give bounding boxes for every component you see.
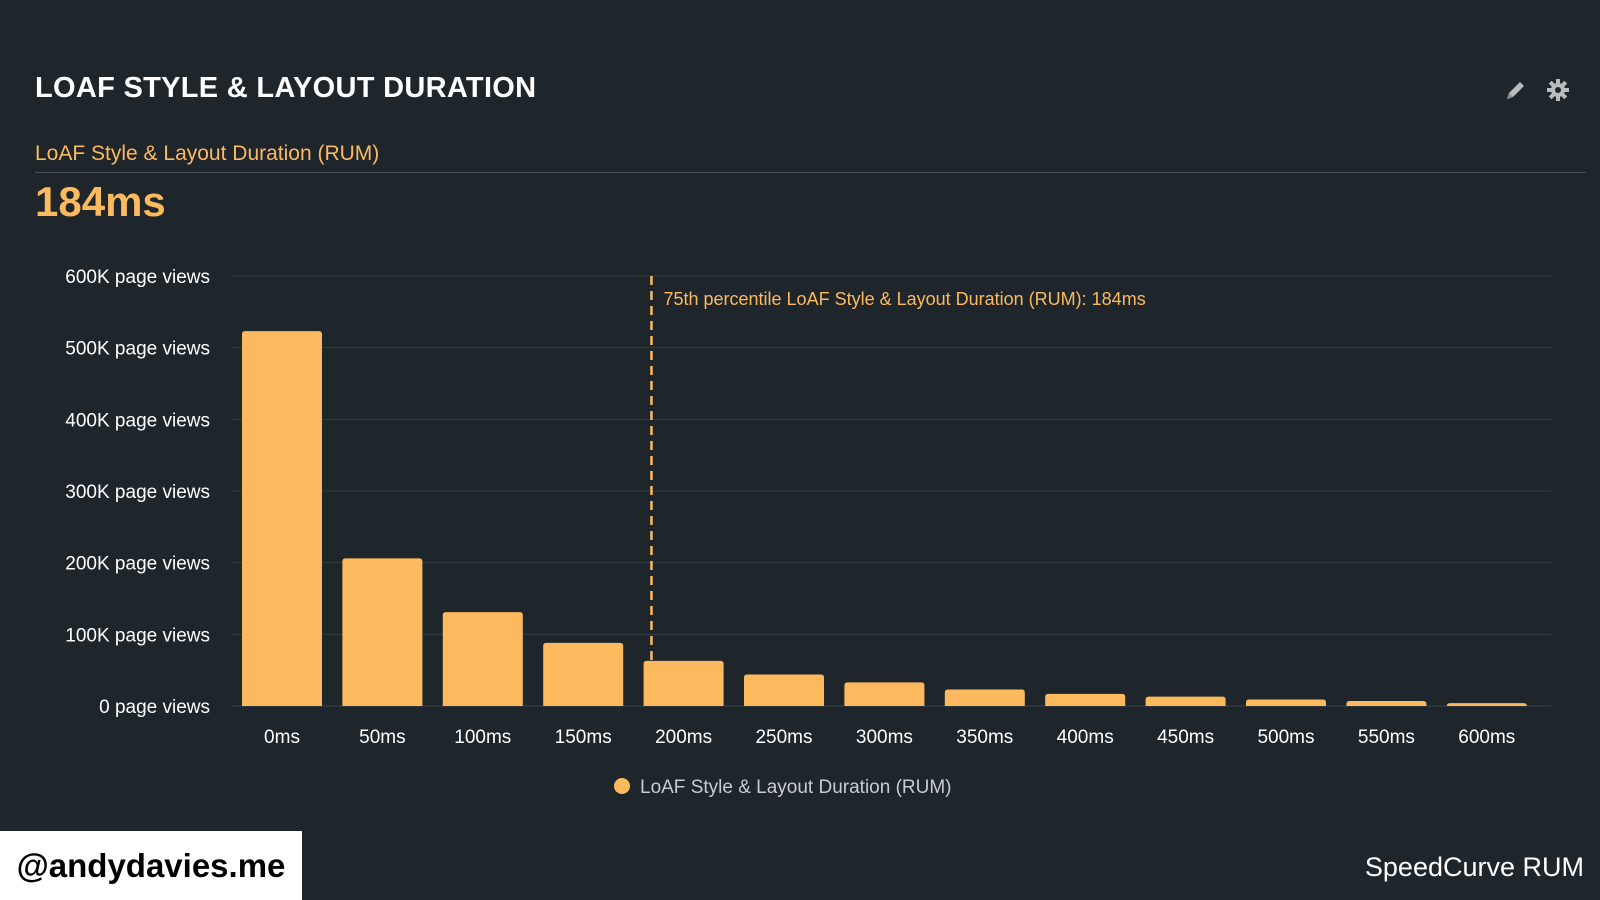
bar — [844, 682, 925, 706]
bar — [1246, 699, 1326, 706]
y-tick-label: 0 page views — [99, 697, 210, 718]
y-tick-label: 600K page views — [65, 267, 210, 288]
percentile-annotation: 75th percentile LoAF Style & Layout Dura… — [663, 289, 1145, 309]
y-tick-label: 400K page views — [65, 410, 210, 431]
bar — [242, 331, 322, 706]
y-tick-label: 100K page views — [65, 625, 210, 646]
x-tick-label: 250ms — [755, 727, 812, 748]
x-tick-label: 550ms — [1358, 727, 1415, 748]
y-tick-label: 500K page views — [65, 339, 210, 360]
x-tick-label: 100ms — [454, 727, 511, 748]
metric-label: LoAF Style & Layout Duration (RUM) — [35, 142, 380, 165]
metric-value: 184ms — [35, 178, 166, 225]
legend-marker — [614, 778, 630, 794]
bar — [342, 558, 423, 706]
x-tick-label: 50ms — [359, 727, 405, 748]
x-tick-label: 300ms — [856, 727, 913, 748]
pencil-icon[interactable] — [1504, 78, 1528, 107]
bar — [1145, 696, 1226, 706]
brand-label: SpeedCurve RUM — [1364, 852, 1584, 882]
bar — [442, 612, 523, 706]
x-tick-label: 200ms — [655, 727, 712, 748]
gear-icon[interactable] — [1546, 78, 1570, 107]
x-tick-label: 150ms — [555, 727, 612, 748]
y-tick-label: 200K page views — [65, 554, 210, 575]
author-handle: @andydavies.me — [0, 831, 302, 900]
divider — [35, 172, 1586, 173]
x-tick-label: 350ms — [956, 727, 1013, 748]
legend-label: LoAF Style & Layout Duration (RUM) — [640, 777, 952, 798]
bar — [744, 674, 824, 706]
y-tick-label: 300K page views — [65, 482, 210, 503]
bar — [944, 689, 1025, 706]
bar — [1446, 703, 1527, 707]
x-tick-label: 600ms — [1458, 727, 1515, 748]
x-tick-label: 450ms — [1157, 727, 1214, 748]
x-tick-label: 0ms — [264, 727, 300, 748]
x-tick-label: 500ms — [1257, 727, 1314, 748]
bar — [543, 642, 624, 706]
x-tick-label: 400ms — [1057, 727, 1114, 748]
bar — [643, 660, 724, 706]
chart-title: LOAF STYLE & LAYOUT DURATION — [35, 72, 537, 104]
bar — [1346, 700, 1427, 706]
bar — [1045, 693, 1126, 706]
